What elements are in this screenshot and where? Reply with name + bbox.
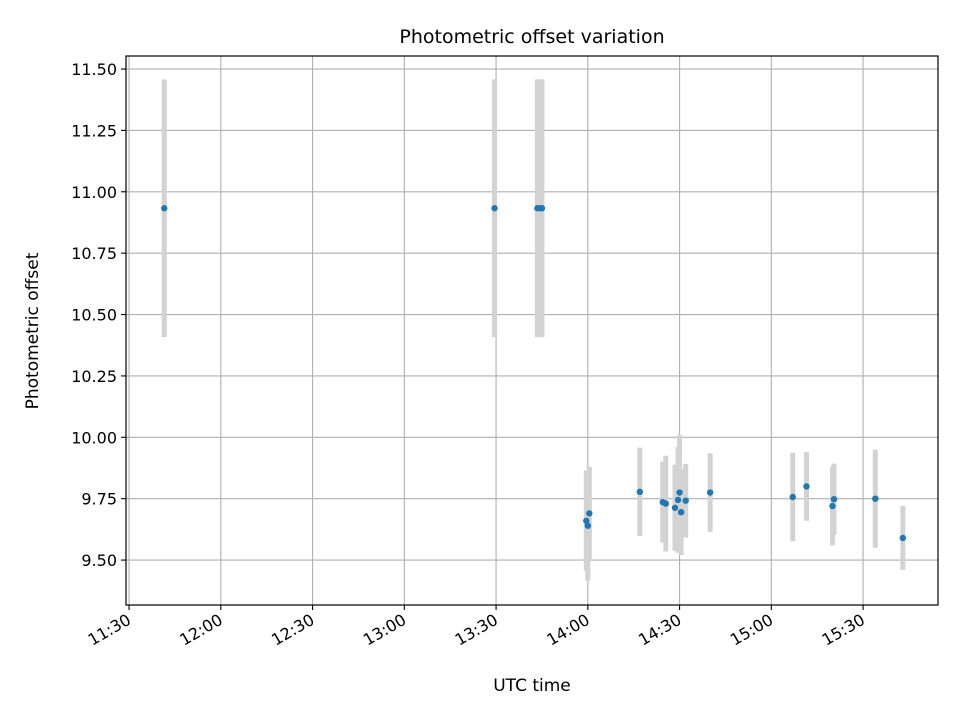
y-tick-label: 11.25 (71, 121, 117, 140)
data-point (676, 489, 683, 496)
data-point (586, 510, 593, 517)
data-point (803, 483, 810, 490)
data-point (829, 502, 836, 510)
data-point (682, 497, 689, 504)
y-axis: 9.50 9.75 10.00 10.25 10.50 10.75 11.00 11.25 11… (71, 60, 126, 570)
data-point (538, 205, 546, 212)
y-tick-label: 10.75 (71, 244, 117, 263)
data-point (491, 205, 498, 212)
data-point (636, 488, 644, 496)
data-point (583, 517, 590, 524)
chart-title: Photometric offset variation (399, 26, 664, 48)
y-tick-label: 10.25 (71, 367, 117, 386)
data-point (872, 495, 879, 502)
data-point (671, 504, 679, 511)
plot-frame (125, 55, 939, 606)
y-tick-label: 11.50 (71, 60, 117, 79)
x-axis-label: UTC time (493, 676, 571, 696)
y-tick-label: 10.00 (71, 428, 117, 447)
data-point (830, 495, 838, 503)
y-tick-label: 10.50 (71, 306, 117, 325)
data-point (789, 493, 796, 501)
data-point (674, 496, 682, 504)
data-point (677, 508, 685, 516)
data-point (662, 500, 670, 507)
y-tick-label: 11.00 (71, 183, 117, 202)
y-tick-label: 9.75 (81, 490, 117, 509)
y-axis-label: Photometric offset (23, 252, 43, 409)
data-point (899, 534, 907, 542)
y-tick-label: 9.50 (81, 551, 117, 570)
data-point (584, 522, 592, 529)
grid (126, 56, 938, 605)
data-point (161, 205, 168, 212)
data-point (706, 489, 714, 496)
data-points (161, 205, 907, 542)
